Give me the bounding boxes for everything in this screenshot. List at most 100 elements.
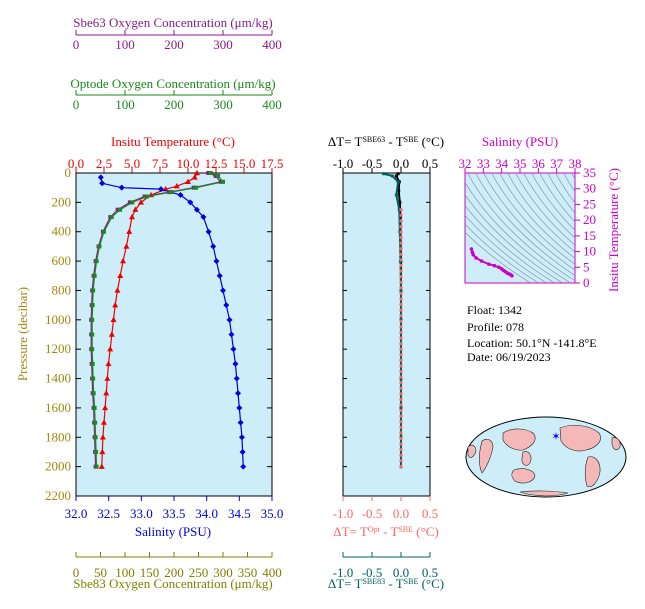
temperature-point — [107, 345, 114, 352]
ts-isopycnal-line — [563, 173, 575, 193]
dt-opt-point — [399, 247, 403, 251]
ts-temperature-tick-label: 25 — [583, 196, 596, 211]
dt-opt-axis: -1.0 -0.5 0.0 0.5 — [333, 496, 438, 521]
dt-opt-point — [399, 353, 403, 357]
sbe83-tick-label: 300 — [213, 565, 233, 580]
dt-sbe63-point — [398, 200, 402, 204]
ts-salinity-tick-label: 34 — [495, 156, 509, 171]
optode-point — [145, 194, 150, 199]
optode-tick-label: 400 — [262, 97, 282, 112]
optode-point — [92, 405, 97, 410]
temperature-point — [191, 174, 198, 180]
ts-isopycnals — [465, 173, 575, 283]
optode-tick-label: 0 — [73, 97, 80, 112]
pressure-tick-label: 1200 — [45, 341, 71, 356]
temperature-point — [101, 419, 107, 425]
optode-point — [169, 190, 174, 195]
dt-opt-point — [399, 213, 403, 217]
salinity-point — [157, 186, 164, 193]
dt-sbe83-label: ΔT= TSBE83 - TSBE (°C) — [328, 576, 444, 591]
temperature-point — [173, 183, 180, 189]
dt-opt-point — [399, 386, 403, 390]
dt-opt-point — [399, 319, 403, 323]
pressure-tick-label: 200 — [52, 194, 72, 209]
salinity-tick-label: 35.0 — [261, 506, 284, 521]
dt-opt-point — [399, 392, 403, 396]
salinity-point — [233, 375, 240, 382]
ts-point — [471, 252, 476, 257]
ts-temperature-tick-label: 15 — [583, 228, 596, 243]
dt-opt-point — [399, 224, 403, 228]
dt-sbe83-tick-label: 0.5 — [422, 565, 438, 580]
dt-sbe83-point — [399, 288, 403, 292]
temperature-tick-label: 12.5 — [205, 156, 228, 171]
ts-salinity-tick-label: 37 — [550, 156, 564, 171]
salinity-point — [216, 272, 223, 279]
optode-point — [109, 215, 114, 220]
temperature-point — [105, 360, 112, 367]
sbe83-tick-label: 400 — [262, 565, 282, 580]
sbe63-tick-label: 400 — [262, 37, 282, 52]
ts-salinity-label: Salinity (PSU) — [482, 134, 558, 149]
dt-top-tick-label: -0.5 — [362, 156, 383, 171]
temperature-point — [123, 243, 130, 249]
optode-point — [101, 229, 106, 234]
sbe63-tick-label: 100 — [115, 37, 135, 52]
pressure-tick-label: 400 — [52, 224, 72, 239]
optode-point — [97, 244, 102, 249]
float-location-marker-icon: ✶ — [551, 431, 560, 443]
dt-opt-point — [399, 314, 403, 318]
optode-point — [118, 207, 123, 212]
optode-axis-label: Optode Oxygen Concentration (μm/kg) — [70, 76, 275, 91]
dt-top-tick-label: 0.0 — [393, 156, 409, 171]
ts-series — [469, 247, 514, 278]
dt-opt-point — [399, 330, 403, 334]
optode-point — [94, 464, 99, 469]
ts-isopycnal-line — [465, 214, 548, 283]
salinity-tick-label: 33.0 — [130, 506, 153, 521]
temperature-point — [102, 404, 109, 411]
salinity-point — [232, 360, 239, 367]
ts-salinity-axis: 32 33 34 35 36 37 38 — [459, 156, 582, 173]
salinity-tick-label: 32.0 — [65, 506, 88, 521]
pressure-tick-label: 0 — [65, 165, 72, 180]
dt-opt-point — [399, 219, 403, 223]
dt-opt-point — [399, 291, 403, 295]
temperature-point — [126, 228, 133, 234]
pressure-tick-label: 2000 — [45, 459, 71, 474]
temperature-point — [117, 272, 124, 278]
optode-point — [91, 391, 96, 396]
dt-opt-tick-label: -0.5 — [362, 506, 383, 521]
pressure-tick-label: 600 — [52, 253, 72, 268]
dt-opt-point — [399, 425, 403, 429]
pressure-tick-label: 1000 — [45, 312, 71, 327]
temperature-point — [110, 316, 117, 323]
dt-sbe83-point — [382, 172, 386, 176]
temperature-point — [185, 178, 191, 185]
dt-sbe83-point — [397, 208, 401, 212]
dt-sbe83-point — [399, 406, 403, 410]
salinity-point — [99, 180, 106, 187]
ts-isopycnal-line — [555, 173, 575, 204]
dt-opt-point — [399, 420, 403, 424]
pressure-tick-label: 1600 — [45, 400, 71, 415]
dt-opt-point — [399, 381, 403, 385]
optode-point — [90, 332, 95, 337]
temperature-point — [99, 434, 106, 440]
sbe83-tick-label: 350 — [238, 565, 258, 580]
sbe63-tick-label: 300 — [213, 37, 233, 52]
dt-opt-point — [399, 263, 403, 267]
temperature-tick-label: 2.5 — [96, 156, 112, 171]
ts-temperature-tick-label: 0 — [583, 275, 590, 290]
dt-opt-point — [399, 303, 403, 307]
sbe63-axis-label: Sbe63 Oxygen Concentration (μm/kg) — [73, 15, 272, 30]
temperature-point — [132, 206, 139, 212]
ts-temperature-tick-label: 30 — [583, 181, 596, 196]
sbe83-tick-label: 200 — [164, 565, 184, 580]
ts-point — [497, 265, 501, 270]
salinity-tick-label: 34.0 — [195, 506, 218, 521]
pressure-tick-label: 2200 — [45, 488, 71, 503]
temperature-tick-label: 15.0 — [233, 156, 256, 171]
optode-point — [194, 185, 199, 190]
dt-opt-point — [399, 369, 403, 373]
